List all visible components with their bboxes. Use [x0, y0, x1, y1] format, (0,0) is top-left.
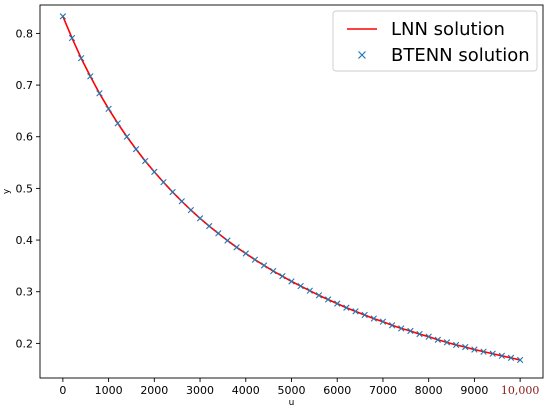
data-point-marker — [434, 336, 442, 343]
data-point-marker — [462, 343, 469, 351]
data-point-marker — [343, 304, 350, 311]
data-point-marker — [187, 206, 195, 214]
x-tick-label: 6000 — [323, 384, 351, 397]
data-point-marker — [233, 244, 240, 251]
data-point-marker — [96, 90, 103, 97]
y-tick-label: 0.5 — [16, 182, 34, 195]
data-point-marker — [388, 322, 396, 329]
data-point-marker — [132, 145, 140, 153]
data-point-marker — [77, 55, 85, 62]
y-axis-label: y — [2, 188, 12, 194]
y-tick-label: 0.6 — [16, 131, 34, 144]
legend-box — [332, 10, 538, 72]
x-tick-label: 5000 — [278, 384, 306, 397]
legend-label-lnn-solution: LNN solution — [391, 19, 505, 40]
x-tick-label: 10,000 — [501, 384, 540, 397]
x-tick-label: 0 — [59, 384, 66, 397]
series-markers-btenn-solution — [59, 13, 524, 364]
data-point-marker — [489, 350, 496, 357]
axes-layer: 0 1000 2000 3000 4000 5000 6000 7000 8000 9000 10,… — [2, 4, 544, 408]
data-point-marker — [498, 352, 506, 359]
x-tick-label: 3000 — [186, 384, 214, 397]
data-point-marker — [196, 215, 204, 222]
data-point-marker — [206, 222, 213, 230]
data-point-marker — [334, 300, 341, 307]
data-point-marker — [169, 188, 176, 196]
data-point-marker — [361, 311, 368, 319]
data-point-marker — [480, 348, 487, 355]
data-point-marker — [425, 333, 432, 340]
data-point-marker — [270, 267, 277, 275]
legend-swatch-btenn-solution — [358, 51, 366, 59]
x-tick-label: 2000 — [140, 384, 168, 397]
data-point-marker — [87, 73, 94, 80]
data-point-marker — [352, 308, 359, 315]
data-point-marker — [114, 120, 121, 127]
data-point-marker — [516, 356, 524, 364]
x-tick-label: 7000 — [369, 384, 397, 397]
y-tick-label: 0.8 — [16, 27, 34, 40]
data-point-marker — [407, 327, 414, 335]
data-point-marker — [68, 34, 76, 42]
data-point-marker — [215, 230, 222, 237]
legend: LNN solution BTENN solution — [332, 10, 538, 72]
data-point-marker — [141, 157, 149, 165]
plot-layer — [59, 13, 524, 364]
legend-label-btenn-solution: BTENN solution — [391, 45, 530, 66]
data-point-marker — [105, 105, 112, 113]
data-point-marker — [279, 273, 286, 280]
x-tick-label: 8000 — [415, 384, 443, 397]
data-point-marker — [416, 330, 423, 338]
data-point-marker — [398, 325, 405, 332]
data-point-marker — [370, 315, 377, 322]
y-tick-label: 0.7 — [16, 79, 34, 92]
data-point-marker — [151, 168, 158, 176]
data-point-marker — [178, 198, 185, 205]
data-point-marker — [306, 287, 313, 294]
x-tick-label: 9000 — [460, 384, 488, 397]
data-point-marker — [471, 346, 478, 353]
data-point-marker — [224, 237, 231, 244]
data-point-marker — [324, 296, 332, 303]
data-point-marker — [452, 341, 460, 349]
data-point-marker — [315, 292, 323, 299]
data-point-marker — [443, 339, 451, 346]
data-point-marker — [379, 318, 387, 325]
x-axis-label: u — [289, 398, 295, 408]
data-point-marker — [507, 354, 515, 362]
data-point-marker — [59, 13, 67, 20]
x-tick-label: 4000 — [232, 384, 260, 397]
y-tick-label: 0.4 — [16, 234, 34, 247]
data-point-marker — [160, 179, 167, 186]
y-tick-label: 0.3 — [16, 286, 34, 299]
data-point-marker — [288, 278, 295, 285]
data-point-marker — [260, 262, 268, 269]
data-point-marker — [123, 133, 131, 140]
data-point-marker — [297, 282, 304, 290]
data-point-marker — [251, 256, 259, 263]
y-tick-label: 0.2 — [16, 337, 34, 350]
data-point-marker — [242, 250, 249, 257]
x-tick-label: 1000 — [95, 384, 123, 397]
